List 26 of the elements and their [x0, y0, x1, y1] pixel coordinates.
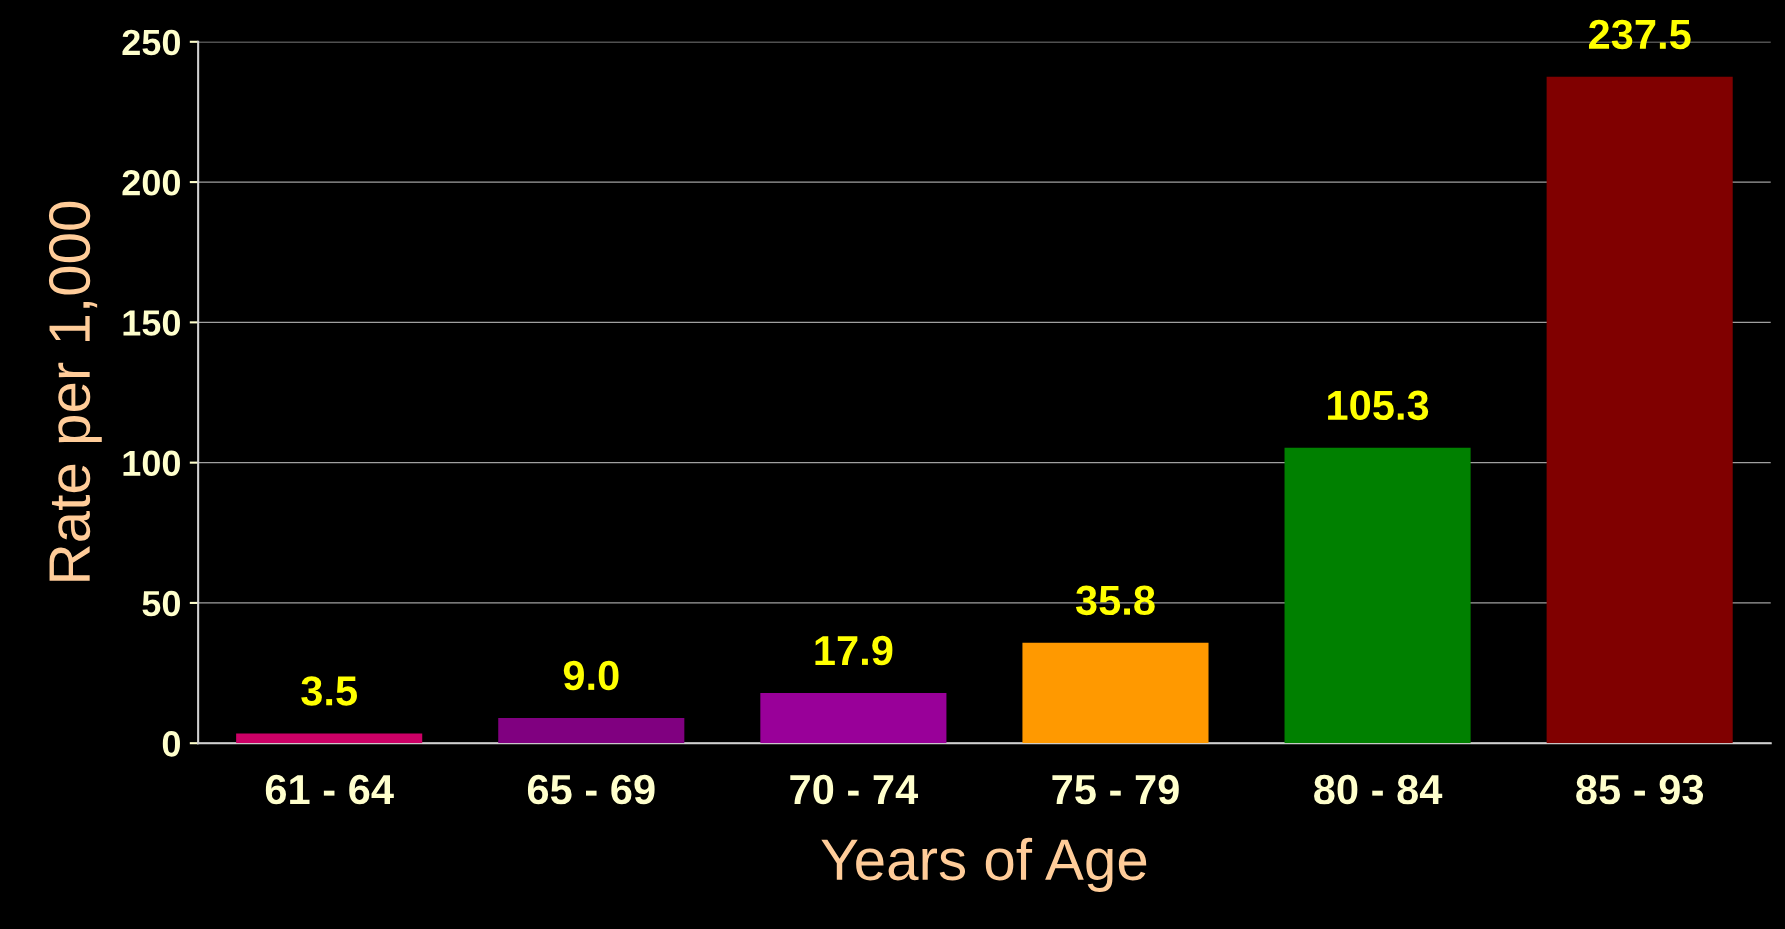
bar	[1284, 447, 1471, 744]
bar	[1022, 642, 1209, 744]
bar	[760, 692, 947, 744]
y-tick-label: 150	[123, 310, 180, 336]
data-label: 35.8	[1075, 585, 1155, 616]
bar	[236, 733, 423, 744]
bar	[498, 717, 685, 744]
x-tick-label: 65 - 69	[527, 774, 655, 805]
y-tick-label: 100	[123, 450, 180, 477]
y-tick-label: 50	[142, 590, 180, 617]
bar	[1546, 76, 1733, 744]
data-label: 3.5	[301, 676, 357, 706]
x-tick-label: 61 - 64	[265, 774, 394, 805]
y-tick-label: 250	[122, 29, 180, 56]
x-axis-title: Years of Age	[821, 837, 1147, 892]
x-tick-label: 80 - 84	[1314, 774, 1443, 805]
data-label: 9.0	[563, 660, 619, 691]
y-tick-label: 200	[122, 169, 180, 196]
y-axis-title: Rate per 1,000	[48, 201, 102, 581]
x-tick-label: 75 - 79	[1052, 774, 1179, 805]
data-label: 17.9	[815, 635, 893, 666]
data-label: 105.3	[1328, 390, 1429, 421]
x-tick-label: 85 - 93	[1576, 774, 1704, 805]
x-tick-label: 70 - 74	[790, 774, 919, 805]
data-label: 237.5	[1588, 19, 1691, 50]
y-tick-label: 0	[162, 731, 180, 757]
